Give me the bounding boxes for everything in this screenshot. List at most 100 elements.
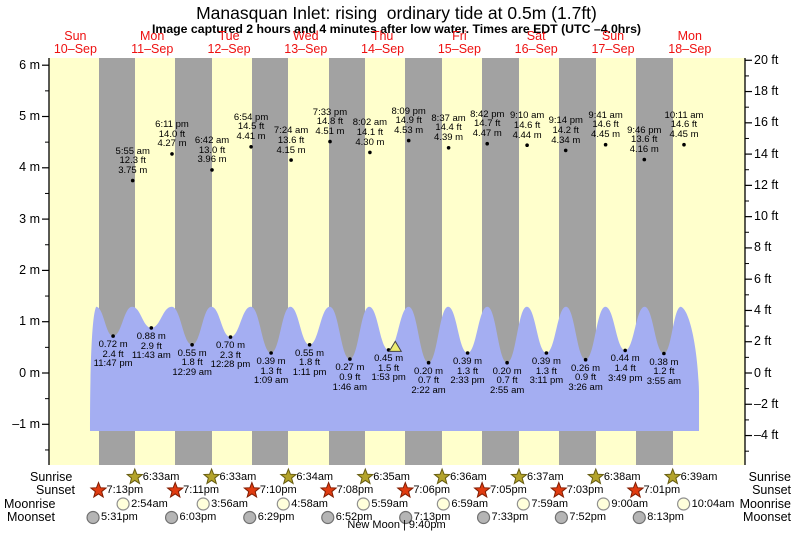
right-axis-tick-label: 6 ft — [754, 271, 772, 286]
high-tide-dot — [642, 157, 647, 162]
moonrise-time: 7:59am — [531, 497, 569, 510]
high-tide-dot — [485, 141, 490, 146]
chart-subtitle: Image captured 2 hours and 4 minutes aft… — [151, 22, 642, 36]
low-tide-dot — [149, 326, 154, 330]
sunset-icon — [242, 481, 261, 499]
moonset-icon — [632, 510, 646, 525]
low-tide-annotation: 0.55 m 1.8 ft 12:29 am — [172, 347, 212, 379]
sunrise-time: 6:36am — [450, 470, 487, 483]
sunset-time: 7:08pm — [336, 484, 374, 496]
left-axis-tick-label: 6 m — [19, 57, 40, 72]
right-axis-tick-label: 2 ft — [754, 334, 772, 349]
high-tide-annotation: 9:10 am 14.6 ft 4.44 m — [509, 110, 545, 141]
low-tide-dot — [623, 348, 627, 353]
low-tide-annotation: 0.38 m 1.2 ft 3:55 am — [646, 356, 682, 387]
high-tide-annotation: 7:33 pm 14.8 ft 4.51 m — [312, 106, 348, 138]
left-axis-tick-label: 4 m — [19, 160, 40, 175]
sunrise-time: 6:39am — [680, 470, 718, 483]
low-tide-dot — [505, 360, 509, 365]
day-header-name: Fri — [452, 29, 467, 43]
left-axis-tick-label: 5 m — [19, 109, 40, 123]
moonrise-time: 9:00am — [611, 497, 649, 510]
moonrise-time: 4:58am — [291, 497, 328, 510]
sunset-time: 7:06pm — [413, 484, 451, 496]
high-tide-annotation: 9:41 am 14.6 ft 4.45 m — [588, 109, 623, 141]
right-axis-tick-label: 20 ft — [754, 52, 779, 67]
day-header-date: 14–Sep — [361, 42, 405, 56]
sunrise-time: 6:38am — [603, 470, 641, 483]
day-header-date: 15–Sep — [437, 42, 481, 56]
low-tide-dot — [662, 351, 666, 356]
moonset-time: 7:13pm — [413, 511, 451, 523]
low-tide-dot — [269, 351, 273, 355]
sunrise-icon — [125, 467, 144, 485]
day-header-name: Sun — [64, 29, 87, 43]
moonset-time: 6:52pm — [335, 511, 373, 523]
low-tide-annotation: 0.55 m 1.8 ft 1:11 pm — [292, 347, 327, 379]
sunset-time: 7:11pm — [183, 484, 220, 496]
low-tide-annotation: 0.39 m 1.3 ft 3:11 pm — [529, 355, 564, 387]
moonrise-icon — [436, 497, 450, 511]
low-tide-dot — [583, 357, 588, 362]
almanac-label-sunrise-right: Sunrise — [748, 470, 791, 484]
moonrise-icon — [596, 497, 611, 511]
moonset-icon — [476, 510, 491, 525]
day-header-name: Wed — [293, 29, 319, 43]
sunset-icon — [319, 481, 338, 499]
high-tide-dot — [406, 138, 411, 143]
low-tide-annotation: 0.72 m 2.4 ft 11:47 pm — [93, 339, 133, 370]
sunrise-time: 6:34am — [296, 470, 334, 483]
tide-curve-area — [90, 306, 699, 431]
low-tide-annotation: 0.45 m 1.5 ft 1:53 pm — [371, 352, 406, 384]
moonset-time: 7:33pm — [491, 511, 529, 523]
high-tide-annotation: 6:11 pm 14.0 ft 4.27 m — [155, 118, 189, 150]
current-time-marker — [388, 340, 403, 352]
sunrise-icon — [433, 467, 451, 485]
day-header-date: 17–Sep — [591, 42, 635, 56]
moonrise-time: 2:54am — [131, 497, 168, 510]
sunset-icon — [473, 481, 492, 499]
right-axis-tick-label: 16 ft — [754, 115, 779, 130]
left-axis-tick-label: –1 m — [12, 416, 40, 431]
left-axis-tick-label: 0 m — [19, 365, 40, 380]
high-tide-dot — [368, 150, 372, 155]
moonrise-icon — [356, 497, 370, 511]
high-tide-annotation: 8:02 am 14.1 ft 4.30 m — [352, 117, 388, 148]
right-axis-tick-label: –2 ft — [754, 396, 779, 411]
sunrise-icon — [279, 467, 298, 485]
low-tide-dot — [307, 343, 312, 347]
high-tide-dot — [682, 142, 686, 147]
high-tide-annotation: 8:42 pm 14.7 ft 4.47 m — [470, 108, 505, 140]
sunset-icon — [166, 481, 185, 499]
sunrise-icon — [510, 467, 528, 485]
high-tide-annotation: 9:14 pm 14.2 ft 4.34 m — [548, 115, 583, 146]
moonrise-time: 10:04am — [691, 497, 735, 510]
sunset-icon — [549, 481, 568, 499]
high-tide-annotation: 9:46 pm 13.6 ft 4.16 m — [627, 124, 662, 155]
day-header-date: 11–Sep — [131, 42, 174, 56]
sunrise-icon — [586, 467, 605, 485]
moonset-time: 6:29pm — [257, 511, 295, 523]
sunrise-time: 6:33am — [142, 470, 180, 483]
low-tide-annotation: 0.20 m 0.7 ft 2:22 am — [411, 365, 446, 397]
low-tide-annotation: 0.39 m 1.3 ft 2:33 pm — [450, 355, 485, 387]
right-axis-tick-label: 12 ft — [754, 177, 779, 192]
left-axis-tick-label: 1 m — [19, 314, 40, 329]
sunset-time: 7:03pm — [566, 484, 604, 496]
right-axis-tick-label: 8 ft — [754, 240, 772, 255]
low-tide-dot — [348, 357, 352, 361]
sunrise-time: 6:37am — [526, 470, 564, 483]
sunrise-time: 6:33am — [219, 470, 257, 483]
low-tide-annotation: 0.20 m 0.7 ft 2:55 am — [489, 365, 525, 397]
day-header-name: Thu — [371, 29, 394, 43]
day-header-date: 16–Sep — [514, 42, 558, 56]
low-tide-dot — [544, 351, 549, 355]
moonset-icon — [86, 510, 100, 525]
right-axis-tick-label: 10 ft — [754, 209, 779, 224]
moonset-time: 5:31pm — [101, 511, 138, 523]
day-header-name: Sat — [526, 29, 546, 43]
moonset-icon — [164, 510, 179, 525]
moonset-icon — [399, 510, 413, 525]
right-axis-tick-label: 18 ft — [754, 84, 779, 99]
